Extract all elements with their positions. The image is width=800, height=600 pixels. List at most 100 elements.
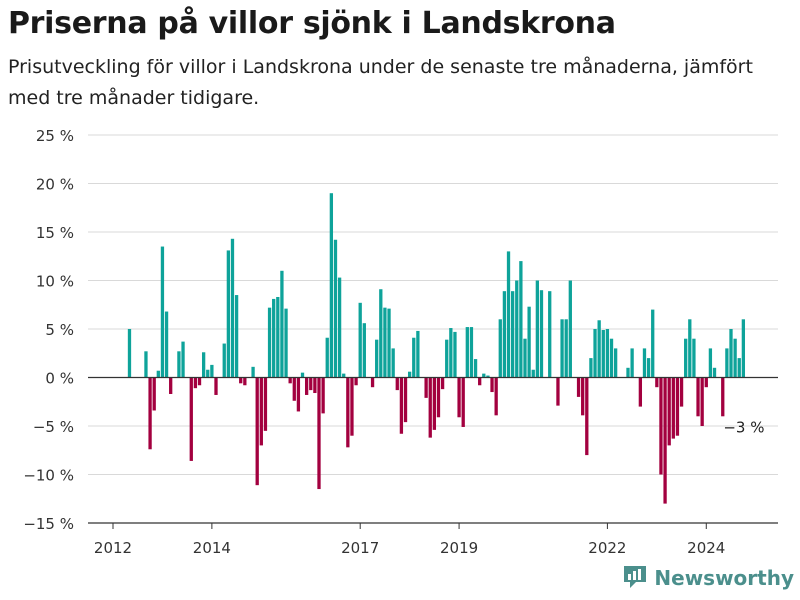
bar	[342, 373, 346, 378]
bar	[486, 375, 490, 378]
bar	[684, 338, 688, 378]
axes	[88, 376, 778, 529]
bar	[581, 377, 585, 416]
bar	[560, 319, 564, 378]
bar	[181, 341, 185, 378]
bar	[531, 369, 535, 378]
bar	[630, 348, 634, 378]
bar	[189, 377, 193, 461]
bar	[416, 330, 420, 378]
bar	[436, 377, 441, 418]
bar	[556, 377, 560, 406]
bar	[671, 377, 675, 439]
bar	[638, 377, 643, 407]
bar	[313, 377, 317, 394]
bar	[535, 280, 540, 378]
bar	[255, 377, 259, 486]
bar	[144, 351, 148, 378]
bar	[498, 319, 502, 378]
bar	[362, 323, 366, 378]
bar	[234, 295, 239, 378]
bar	[675, 377, 680, 436]
bar	[350, 377, 354, 436]
bar	[494, 377, 498, 416]
bar	[226, 250, 231, 378]
bar	[309, 377, 313, 391]
bars	[127, 193, 746, 504]
bar	[568, 280, 572, 378]
bar	[214, 377, 218, 395]
bar	[329, 193, 334, 378]
bar	[337, 277, 342, 378]
bar	[655, 377, 659, 388]
bar	[519, 261, 523, 378]
bar	[403, 377, 408, 423]
bar	[354, 377, 358, 386]
bar	[391, 348, 395, 378]
bar	[440, 377, 445, 390]
brand-logo: Newsworthy	[622, 562, 794, 594]
bar	[272, 298, 276, 378]
bar	[692, 338, 696, 378]
bar	[704, 377, 708, 388]
bar	[510, 291, 515, 378]
bar	[193, 377, 198, 389]
bar	[288, 377, 292, 384]
bar	[708, 348, 713, 378]
bar	[206, 369, 210, 378]
bar	[659, 377, 663, 475]
bar	[679, 377, 684, 407]
y-tick-label: 10 %	[36, 273, 74, 291]
bar	[304, 377, 309, 395]
bar	[160, 246, 165, 378]
bar	[370, 377, 375, 388]
bar	[515, 280, 519, 378]
labels: 25 % 20 % 15 % 10 % 5 % 0 % −5 % −10 % −15 % 2012…	[23, 127, 764, 557]
bar	[300, 372, 305, 378]
bar	[267, 307, 272, 378]
bar	[461, 377, 465, 427]
y-tick-label: 0 %	[45, 370, 74, 388]
bar	[490, 377, 494, 393]
bar	[358, 302, 362, 378]
bar	[733, 338, 737, 378]
x-tick-label: 2019	[440, 539, 478, 557]
bar	[387, 308, 391, 378]
y-tick-label: −15 %	[23, 515, 74, 533]
bar	[292, 377, 296, 401]
bar	[696, 377, 700, 417]
bar	[593, 329, 597, 378]
bar	[379, 289, 383, 378]
bar	[712, 367, 717, 378]
bar	[222, 343, 226, 378]
bar	[239, 377, 243, 384]
last-value-label: −3 %	[723, 419, 764, 437]
bar	[502, 291, 507, 378]
bar	[585, 377, 589, 456]
bar	[432, 377, 437, 430]
bar	[651, 309, 655, 378]
bar	[457, 377, 461, 418]
x-tick-label: 2024	[687, 539, 725, 557]
bar	[263, 377, 268, 431]
x-tick-label: 2014	[193, 539, 231, 557]
bar	[539, 290, 544, 378]
bar	[465, 327, 469, 378]
bar	[325, 337, 329, 378]
bar	[729, 329, 733, 378]
bar	[127, 329, 132, 378]
bar	[152, 377, 156, 411]
bar	[605, 329, 610, 378]
bar	[473, 359, 478, 378]
bar	[201, 352, 206, 378]
bar	[284, 308, 288, 378]
bar	[667, 377, 671, 446]
bar	[469, 327, 474, 378]
x-tick-label: 2012	[94, 539, 132, 557]
bar	[453, 331, 457, 378]
bar	[482, 373, 486, 378]
bar	[626, 367, 630, 378]
bar	[210, 364, 214, 378]
bar	[646, 358, 651, 378]
